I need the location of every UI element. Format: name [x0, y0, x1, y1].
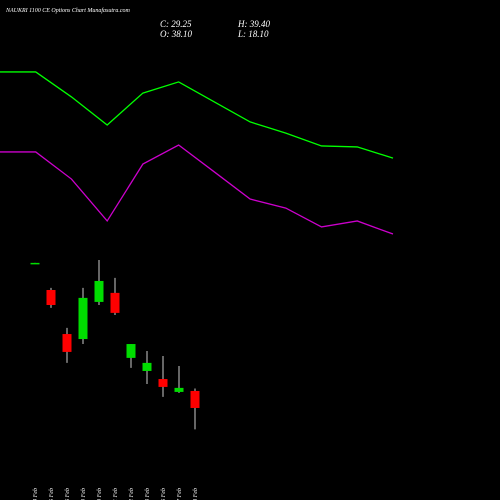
candle-body	[158, 379, 168, 387]
line-series	[0, 144, 394, 235]
x-tick-label: 04 Feb	[32, 488, 39, 500]
candle-body	[30, 262, 40, 265]
candle-body	[62, 334, 72, 352]
candle-body	[174, 387, 184, 392]
x-tick-label: 18 Feb	[193, 488, 199, 500]
candle-body	[94, 280, 104, 302]
x-tick-label: 09 Feb	[81, 488, 87, 500]
x-tick-label: 05 Feb	[49, 488, 55, 500]
x-tick-label: 06 Feb	[65, 488, 71, 500]
candle-body	[142, 362, 152, 371]
x-tick-label: 12 Feb	[129, 488, 135, 500]
candle-body	[110, 292, 120, 313]
candle-body	[126, 344, 136, 358]
x-tick-label: 13 Feb	[145, 488, 151, 500]
x-tick-label: 17 Feb	[177, 488, 183, 500]
x-tick-label: 11 Feb	[113, 488, 119, 500]
high-label: H: 39.40	[237, 19, 270, 29]
low-label: L: 18.10	[237, 29, 269, 39]
line-series	[0, 71, 394, 159]
candle-body	[46, 290, 56, 305]
candle-body	[78, 297, 88, 340]
x-tick-label: 16 Feb	[161, 488, 167, 500]
close-label: C: 29.25	[160, 19, 192, 29]
x-tick-label: 10 Feb	[97, 488, 103, 500]
candle-body	[190, 390, 200, 408]
open-label: O: 38.10	[160, 29, 192, 39]
chart-title: NAUKRI 1100 CE Options Chart Munafasutra…	[5, 7, 131, 14]
